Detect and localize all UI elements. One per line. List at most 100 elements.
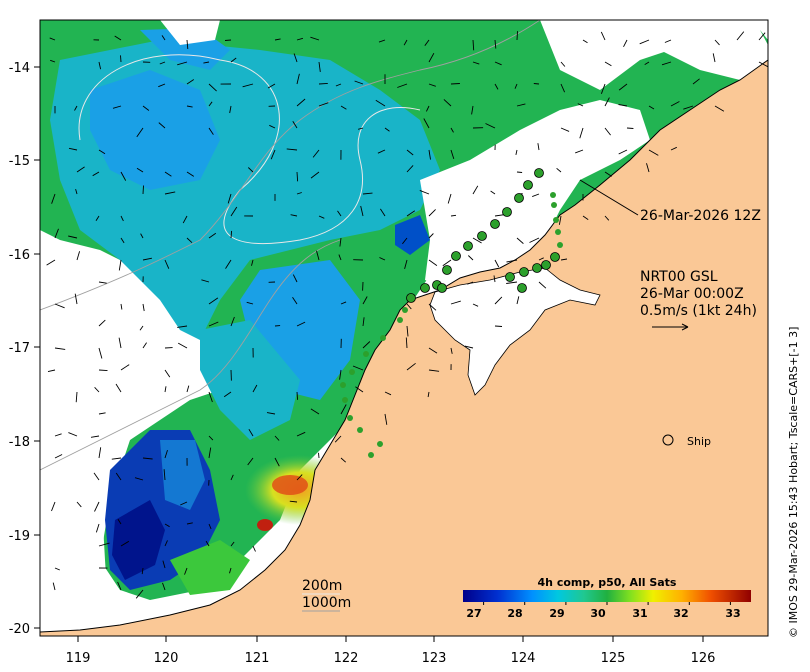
current-arrow xyxy=(529,237,540,243)
current-scale-label: 0.5m/s (1kt 24h) xyxy=(640,303,757,319)
current-arrow xyxy=(54,567,60,571)
current-arrow xyxy=(405,337,408,349)
track-point xyxy=(534,168,544,178)
current-arrow xyxy=(186,385,190,393)
current-arrow xyxy=(159,61,166,65)
current-arrow xyxy=(403,39,408,46)
track-point xyxy=(502,207,512,217)
current-arrow xyxy=(164,171,172,177)
current-arrow xyxy=(158,122,166,129)
current-arrow xyxy=(450,300,461,305)
current-arrow xyxy=(712,53,716,63)
current-arrow xyxy=(506,281,518,284)
current-arrow xyxy=(532,193,540,198)
current-arrow xyxy=(378,39,386,43)
time-label-leader xyxy=(579,179,639,216)
track-point xyxy=(519,267,529,277)
current-arrow xyxy=(296,37,304,41)
current-arrow xyxy=(164,540,168,547)
current-arrow xyxy=(375,99,386,107)
current-arrow xyxy=(340,457,346,463)
current-arrow xyxy=(141,567,144,575)
current-arrow xyxy=(46,259,56,266)
current-arrow xyxy=(714,105,725,112)
coastline xyxy=(40,59,768,633)
current-arrow xyxy=(230,316,235,327)
current-arrow xyxy=(472,185,479,195)
current-arrow xyxy=(471,105,474,115)
y-tick-label: -15 xyxy=(9,154,30,169)
current-arrow xyxy=(186,105,193,108)
current-arrow xyxy=(310,171,320,179)
current-arrow xyxy=(142,185,144,195)
current-arrow xyxy=(270,149,276,160)
track-point xyxy=(342,397,348,403)
current-arrow xyxy=(644,61,650,65)
current-arrow xyxy=(290,214,298,217)
current-arrow xyxy=(558,215,562,225)
current-arrow xyxy=(208,447,212,459)
current-arrow xyxy=(98,412,106,415)
current-arrow xyxy=(296,474,303,481)
current-arrow xyxy=(443,99,452,107)
current-arrow xyxy=(318,452,320,459)
current-arrow xyxy=(293,53,298,63)
current-arrow xyxy=(318,61,321,72)
current-arrow xyxy=(626,127,634,129)
current-arrow xyxy=(618,83,628,91)
current-arrow xyxy=(683,105,694,110)
current-arrow xyxy=(318,82,328,85)
colorbar-gradient xyxy=(463,590,751,602)
current-arrow xyxy=(136,127,144,138)
current-arrow xyxy=(648,105,655,110)
track-point xyxy=(523,180,533,190)
current-arrow xyxy=(639,39,650,45)
current-arrow xyxy=(575,149,584,154)
current-arrow xyxy=(186,171,195,177)
track-point xyxy=(420,283,430,293)
current-arrow xyxy=(186,79,195,85)
y-tick-label: -16 xyxy=(9,248,30,263)
current-arrow xyxy=(337,210,342,217)
current-arrow xyxy=(355,386,364,393)
colorbar-title: 4h comp, p50, All Sats xyxy=(538,576,677,589)
x-tick-label: 124 xyxy=(511,651,536,666)
current-arrow xyxy=(117,581,122,591)
colorbar-tick-label: 31 xyxy=(632,607,647,620)
current-arrow xyxy=(582,39,588,44)
current-arrow xyxy=(274,38,281,41)
current-arrow xyxy=(296,73,300,85)
current-arrow xyxy=(450,127,454,133)
current-arrow xyxy=(664,39,672,43)
current-time-label: 26-Mar 00:00Z xyxy=(640,286,744,302)
track-point xyxy=(406,293,416,303)
current-arrow xyxy=(74,293,78,305)
current-arrow xyxy=(384,127,390,132)
track-point xyxy=(402,307,408,313)
current-arrow xyxy=(494,83,499,90)
current-arrow xyxy=(54,303,65,309)
x-tick-label: 123 xyxy=(422,651,447,666)
current-arrow xyxy=(225,259,232,269)
current-arrow xyxy=(406,210,416,217)
current-arrow xyxy=(50,59,56,63)
current-arrow xyxy=(94,386,100,393)
current-arrow xyxy=(158,83,166,88)
current-arrow xyxy=(184,567,188,575)
current-arrow xyxy=(537,143,540,151)
current-arrow xyxy=(186,39,189,50)
current-arrow xyxy=(604,171,612,177)
current-arrow xyxy=(490,190,496,195)
current-arrow xyxy=(164,449,168,459)
track-point xyxy=(541,260,551,270)
current-arrow xyxy=(516,31,518,41)
current-arrow xyxy=(582,215,589,220)
current-arrow xyxy=(246,301,254,305)
current-arrow xyxy=(54,433,62,437)
current-arrow xyxy=(208,101,213,107)
current-arrow xyxy=(208,127,214,135)
current-arrow xyxy=(661,61,672,66)
current-arrow xyxy=(98,61,102,70)
current-arrow xyxy=(177,342,188,349)
